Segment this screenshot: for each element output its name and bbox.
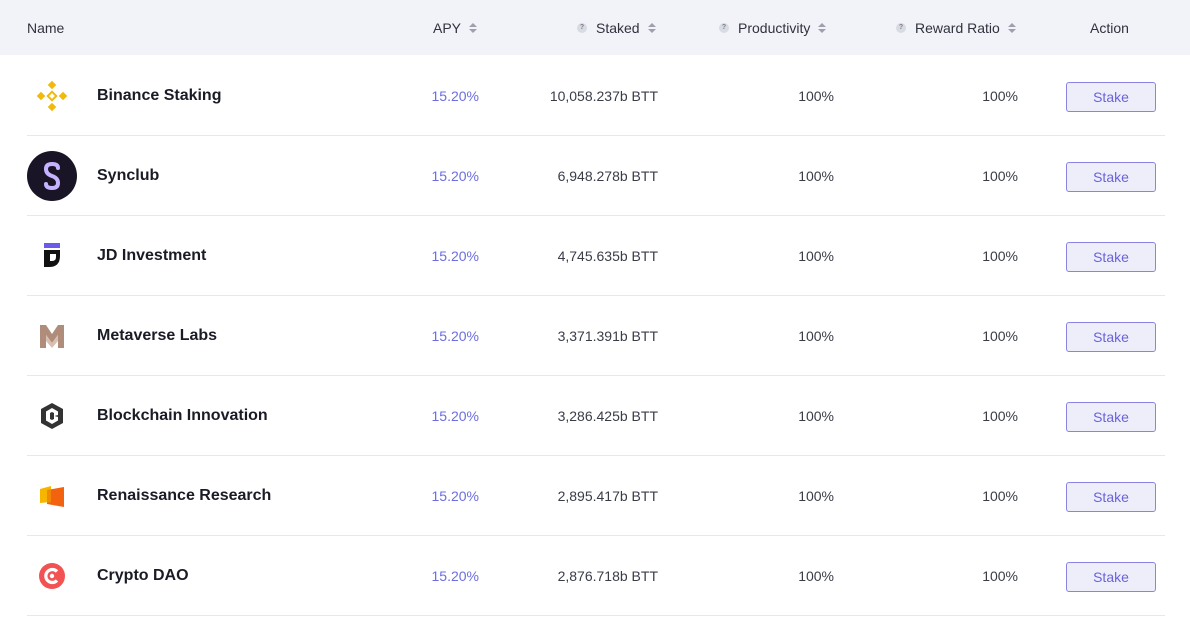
column-header-staked-label: Staked bbox=[596, 19, 640, 36]
reward-ratio-value: 100% bbox=[982, 168, 1018, 184]
stake-button[interactable]: Stake bbox=[1066, 162, 1156, 192]
staked-value: 3,371.391b BTT bbox=[557, 328, 658, 344]
provider-name: JD Investment bbox=[97, 247, 207, 264]
synclub-icon bbox=[27, 151, 77, 201]
productivity-value: 100% bbox=[798, 488, 834, 504]
provider-name: Crypto DAO bbox=[97, 567, 189, 584]
sort-icon[interactable] bbox=[647, 22, 656, 33]
stake-button[interactable]: Stake bbox=[1066, 82, 1156, 112]
reward-ratio-value: 100% bbox=[982, 88, 1018, 104]
productivity-value: 100% bbox=[798, 408, 834, 424]
apy-value: 15.20% bbox=[431, 88, 479, 104]
reward-ratio-value: 100% bbox=[982, 488, 1018, 504]
apy-value: 15.20% bbox=[431, 488, 479, 504]
column-header-productivity[interactable]: ? Productivity bbox=[719, 0, 827, 55]
sort-icon[interactable] bbox=[1007, 22, 1016, 33]
apy-value: 15.20% bbox=[431, 568, 479, 584]
apy-value: 15.20% bbox=[431, 168, 479, 184]
column-header-productivity-label: Productivity bbox=[738, 19, 811, 36]
table-header: Name APY ? Staked ? Productivity ? Rewar… bbox=[0, 0, 1190, 55]
binance-icon bbox=[27, 71, 77, 121]
column-header-action-label: Action bbox=[1090, 19, 1129, 36]
staked-value: 4,745.635b BTT bbox=[557, 248, 658, 264]
jd-investment-icon bbox=[27, 231, 77, 281]
column-header-staked[interactable]: ? Staked bbox=[577, 0, 656, 55]
crypto-dao-icon bbox=[27, 551, 77, 601]
column-header-reward-ratio-label: Reward Ratio bbox=[915, 19, 1000, 36]
column-header-action: Action bbox=[1090, 0, 1129, 55]
column-header-name-label: Name bbox=[27, 19, 65, 36]
provider-name: Synclub bbox=[97, 167, 160, 184]
reward-ratio-value: 100% bbox=[982, 408, 1018, 424]
blockchain-innovation-icon bbox=[27, 391, 77, 441]
apy-value: 15.20% bbox=[431, 248, 479, 264]
stake-button[interactable]: Stake bbox=[1066, 242, 1156, 272]
column-header-name: Name bbox=[27, 0, 64, 55]
productivity-value: 100% bbox=[798, 88, 834, 104]
reward-ratio-value: 100% bbox=[982, 568, 1018, 584]
apy-value: 15.20% bbox=[431, 408, 479, 424]
provider-name: Binance Staking bbox=[97, 87, 222, 104]
apy-value: 15.20% bbox=[431, 328, 479, 344]
column-header-apy[interactable]: APY bbox=[433, 0, 478, 55]
stake-button[interactable]: Stake bbox=[1066, 402, 1156, 432]
sort-icon[interactable] bbox=[818, 22, 827, 33]
help-icon[interactable]: ? bbox=[577, 22, 587, 33]
staked-value: 2,895.417b BTT bbox=[557, 488, 658, 504]
table-row: Renaissance Research 15.20% 2,895.417b B… bbox=[27, 456, 1165, 536]
column-header-reward-ratio[interactable]: ? Reward Ratio bbox=[896, 0, 1016, 55]
metaverse-labs-icon bbox=[27, 311, 77, 361]
table-row: Synclub 15.20% 6,948.278b BTT 100% 100% … bbox=[27, 136, 1165, 216]
productivity-value: 100% bbox=[798, 248, 834, 264]
help-icon[interactable]: ? bbox=[719, 22, 729, 33]
table-row: Blockchain Innovation 15.20% 3,286.425b … bbox=[27, 376, 1165, 456]
table-row: Metaverse Labs 15.20% 3,371.391b BTT 100… bbox=[27, 296, 1165, 376]
reward-ratio-value: 100% bbox=[982, 248, 1018, 264]
stake-button[interactable]: Stake bbox=[1066, 482, 1156, 512]
help-icon[interactable]: ? bbox=[896, 22, 906, 33]
staked-value: 3,286.425b BTT bbox=[557, 408, 658, 424]
provider-name: Metaverse Labs bbox=[97, 327, 218, 344]
table-row: Crypto DAO 15.20% 2,876.718b BTT 100% 10… bbox=[27, 536, 1165, 616]
table-row: JD Investment 15.20% 4,745.635b BTT 100%… bbox=[27, 216, 1165, 296]
staked-value: 6,948.278b BTT bbox=[557, 168, 658, 184]
renaissance-research-icon bbox=[27, 471, 77, 521]
provider-name: Renaissance Research bbox=[97, 487, 272, 504]
stake-button[interactable]: Stake bbox=[1066, 322, 1156, 352]
stake-button[interactable]: Stake bbox=[1066, 562, 1156, 592]
productivity-value: 100% bbox=[798, 168, 834, 184]
provider-name: Blockchain Innovation bbox=[97, 407, 268, 424]
productivity-value: 100% bbox=[798, 568, 834, 584]
staked-value: 10,058.237b BTT bbox=[549, 88, 658, 104]
sort-icon[interactable] bbox=[469, 22, 478, 33]
reward-ratio-value: 100% bbox=[982, 328, 1018, 344]
staked-value: 2,876.718b BTT bbox=[557, 568, 658, 584]
table-row: Binance Staking 15.20% 10,058.237b BTT 1… bbox=[27, 56, 1165, 136]
column-header-apy-label: APY bbox=[433, 19, 462, 36]
productivity-value: 100% bbox=[798, 328, 834, 344]
